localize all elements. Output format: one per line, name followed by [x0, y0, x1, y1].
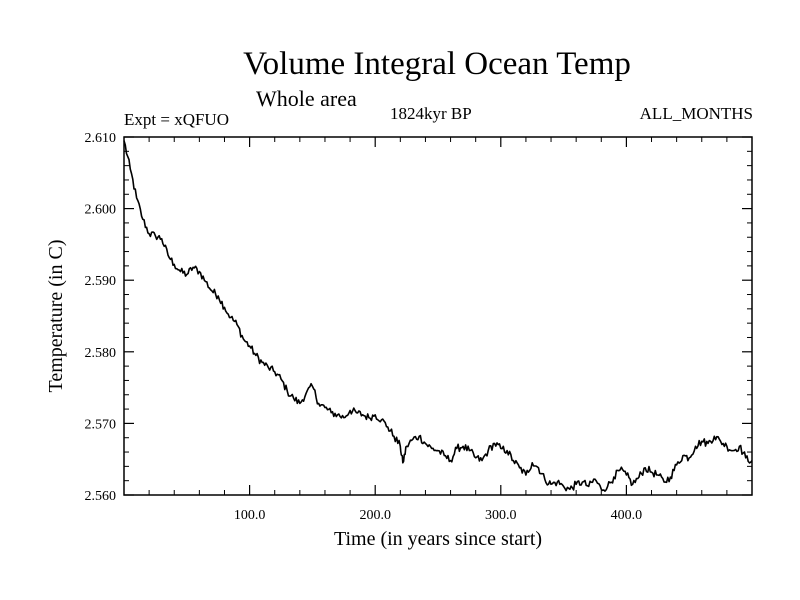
experiment-label: Expt = xQFUO	[124, 110, 229, 129]
x-tick-label: 300.0	[485, 508, 517, 523]
y-tick-label: 2.570	[85, 417, 117, 432]
months-label: ALL_MONTHS	[639, 104, 753, 123]
y-tick-label: 2.590	[85, 274, 117, 289]
y-axis-title: Temperature (in C)	[45, 240, 67, 393]
series-line-0	[123, 140, 753, 492]
chart-title: Volume Integral Ocean Temp	[243, 46, 631, 82]
plot-frame	[123, 136, 753, 496]
y-tick-label: 2.600	[85, 203, 117, 218]
y-tick-label: 2.610	[85, 131, 117, 146]
x-tick-label: 100.0	[234, 508, 266, 523]
y-tick-label: 2.580	[85, 346, 117, 361]
period-label: 1824kyr BP	[390, 104, 472, 123]
y-tick-label: 2.560	[85, 489, 117, 504]
x-tick-label: 400.0	[611, 508, 643, 523]
chart-subtitle: Whole area	[256, 86, 357, 111]
x-tick-label: 200.0	[359, 508, 391, 523]
x-axis-title: Time (in years since start)	[334, 528, 542, 550]
